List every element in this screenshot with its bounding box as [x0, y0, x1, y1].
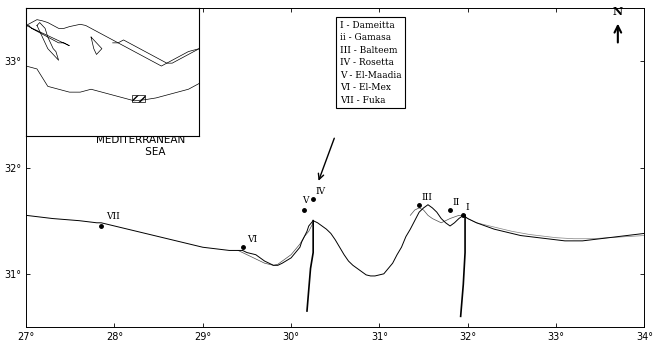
Text: II: II: [453, 198, 460, 207]
Text: IV: IV: [316, 187, 326, 196]
Text: I: I: [466, 203, 470, 212]
Text: MEDITERRANEAN
         SEA: MEDITERRANEAN SEA: [97, 135, 185, 157]
Text: N: N: [613, 6, 623, 17]
Text: I - Dameitta
ii - Gamasa
III - Balteem
IV - Rosetta
V - El-Maadia
VI - El-Mex
VI: I - Dameitta ii - Gamasa III - Balteem I…: [340, 21, 401, 105]
Text: V: V: [303, 196, 309, 205]
Text: III: III: [422, 192, 433, 201]
Text: VII: VII: [106, 212, 120, 221]
Text: VI: VI: [247, 235, 257, 244]
